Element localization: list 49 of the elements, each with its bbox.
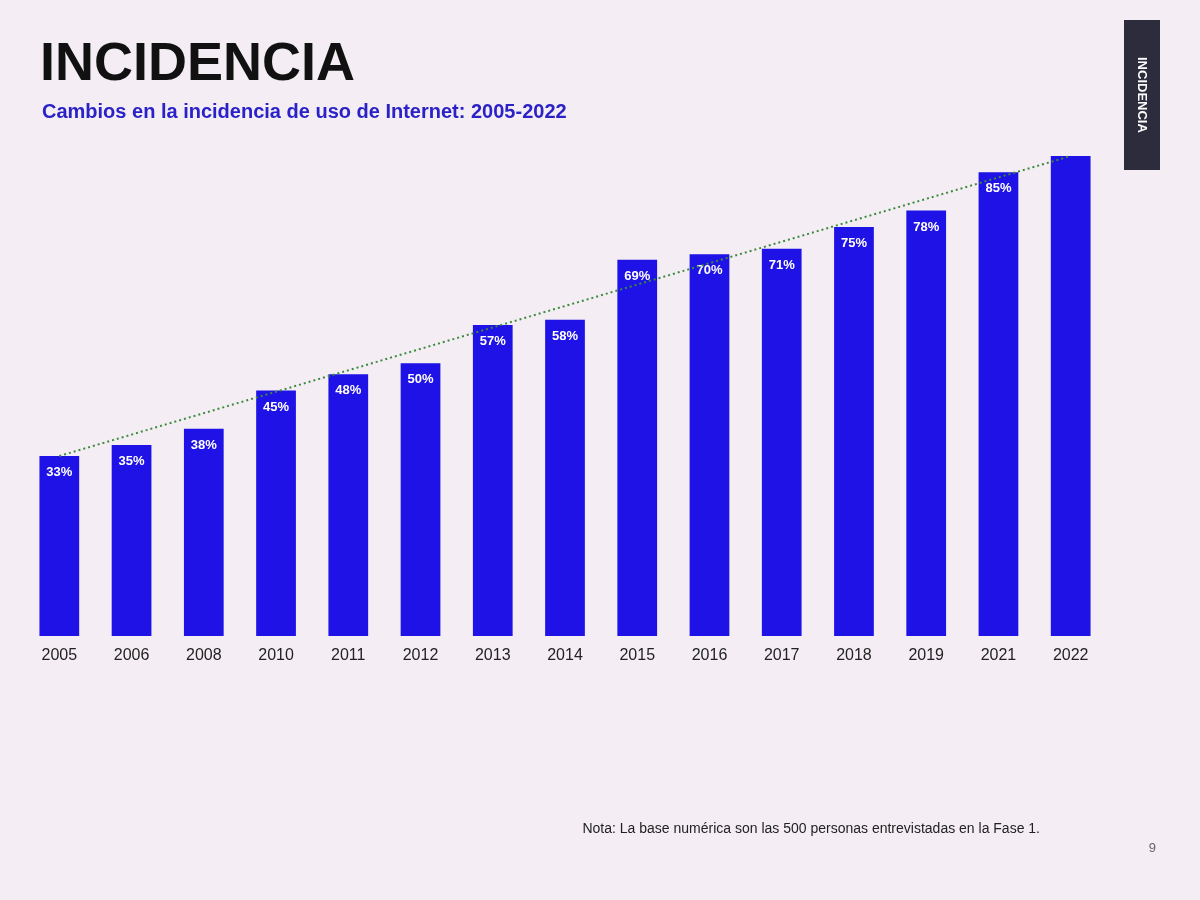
data-label: 33% bbox=[46, 464, 73, 479]
x-tick-label: 2015 bbox=[619, 645, 656, 663]
chart-subtitle: Cambios en la incidencia de uso de Internet: 2005-2022 bbox=[42, 100, 567, 123]
text: 9 bbox=[1148, 840, 1156, 855]
data-label: 78% bbox=[913, 218, 940, 234]
x-tick-label: 2022 bbox=[1052, 645, 1089, 663]
bar bbox=[1050, 156, 1091, 636]
bar bbox=[834, 226, 874, 636]
x-tick-label: 2005 bbox=[41, 645, 78, 663]
chart-title: INCIDENCIA bbox=[40, 30, 356, 92]
x-tick-label: 2006 bbox=[113, 645, 150, 663]
bar bbox=[906, 210, 947, 636]
text: INCIDENCIA bbox=[1124, 20, 1160, 170]
bar bbox=[761, 248, 802, 636]
data-label: 75% bbox=[840, 234, 868, 250]
bar bbox=[256, 390, 296, 636]
bar bbox=[39, 456, 80, 636]
x-tick-label: 2013 bbox=[474, 645, 511, 663]
x-tick-label: 2010 bbox=[258, 645, 294, 663]
bar bbox=[183, 428, 224, 636]
data-label: 57% bbox=[479, 333, 507, 349]
x-tick-label: 2018 bbox=[836, 645, 872, 663]
bar bbox=[545, 319, 585, 636]
x-tick-label: 2008 bbox=[186, 645, 222, 663]
x-tick-label: 2017 bbox=[763, 645, 800, 663]
bar bbox=[328, 374, 369, 636]
x-tick-label: 2019 bbox=[908, 645, 945, 663]
x-tick-label: 2021 bbox=[980, 645, 1017, 663]
data-label: 85% bbox=[985, 180, 1012, 196]
data-label: 70% bbox=[696, 262, 723, 278]
data-label: 50% bbox=[407, 371, 434, 387]
x-tick-label: 2011 bbox=[331, 645, 366, 663]
data-label: 58% bbox=[551, 327, 579, 343]
bar bbox=[111, 445, 152, 636]
data-label: 69% bbox=[624, 267, 651, 283]
data-label: 35% bbox=[118, 453, 145, 469]
bar bbox=[978, 172, 1019, 636]
bar bbox=[617, 259, 658, 636]
text: Nota: La base numérica son las 500 personas entrevistadas en la Fase 1. bbox=[582, 820, 1040, 836]
bar bbox=[400, 363, 441, 636]
x-tick-label: 2014 bbox=[547, 645, 583, 663]
bar bbox=[472, 325, 513, 636]
data-label: 48% bbox=[335, 382, 362, 398]
x-tick-label: 2012 bbox=[402, 645, 439, 663]
data-label: 71% bbox=[768, 256, 796, 272]
bar bbox=[689, 254, 730, 636]
x-tick-label: 2016 bbox=[691, 645, 728, 663]
data-label: 45% bbox=[263, 398, 290, 414]
data-label: 38% bbox=[190, 436, 218, 452]
